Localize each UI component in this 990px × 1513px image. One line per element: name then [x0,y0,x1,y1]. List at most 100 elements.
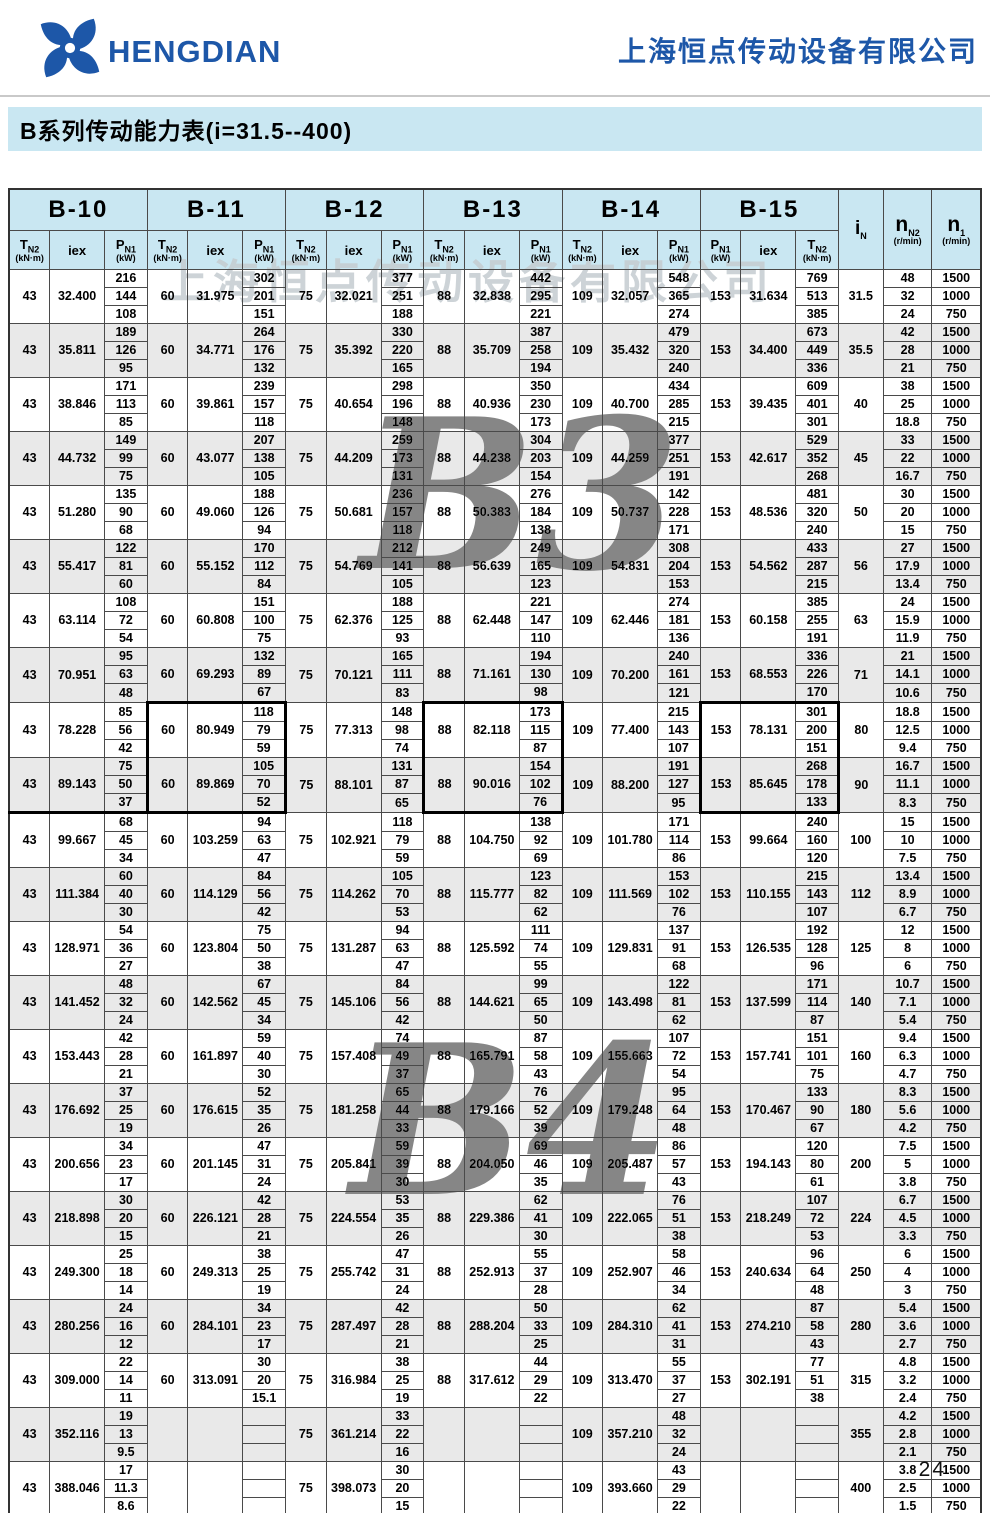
pn1-cell: 65 [518,993,563,1012]
pn1-cell: 37 [104,793,148,814]
nn2-cell: 22 [882,449,933,468]
pn1-cell: 308 [657,539,701,558]
pn1-cell [795,1443,839,1462]
tn2-cell: 43 [8,1191,51,1246]
pn1-cell: 123 [518,867,563,886]
pn1-cell: 34 [104,1137,148,1156]
pn1-cell: 72 [795,1209,839,1228]
pn1-cell: 170 [242,539,287,558]
iex-cell: 62.448 [463,593,520,648]
pn1-cell: 49 [380,1047,425,1066]
pn1-cell: 769 [795,269,839,288]
pn1-cell: 105 [242,757,288,776]
sub-header: iex [49,230,106,270]
pn1-cell: 52 [242,793,288,814]
iex-cell: 145.106 [325,975,382,1030]
pn1-cell: 11 [104,1389,148,1408]
iex-cell: 144.621 [463,975,520,1030]
in-cell: 180 [837,1083,884,1138]
pn1-cell: 48 [657,1119,701,1138]
iex-cell: 131.287 [325,921,382,976]
pn1-cell: 90 [104,503,148,522]
pn1-cell: 47 [380,1245,425,1264]
pn1-cell: 30 [104,1191,148,1210]
pn1-cell: 20 [380,1479,425,1498]
nn2-cell: 9.4 [882,739,933,758]
tn2-cell: 60 [146,377,189,432]
pn1-cell: 89 [242,665,287,684]
iex-cell: 89.869 [187,757,244,814]
pn1-cell: 173 [518,701,564,722]
page-title: B系列传动能力表(i=31.5--400) [20,118,353,144]
iex-cell: 55.152 [187,539,244,594]
iex-cell: 128.971 [49,921,106,976]
pn1-cell: 102 [657,885,701,904]
in-cell: 63 [837,593,884,648]
pn1-cell: 165 [518,557,563,576]
pn1-cell: 45 [242,993,287,1012]
iex-cell: 34.400 [740,323,797,378]
pn1-cell: 17 [104,1461,148,1480]
iex-cell: 99.667 [49,812,106,868]
iex-cell: 103.259 [187,812,244,868]
pn1-cell: 67 [795,1119,839,1138]
in-cell: 80 [837,702,884,758]
pn1-cell: 108 [104,305,148,324]
pn1-cell: 264 [242,323,287,342]
n1-cell: 750 [931,683,982,703]
nn2-cell: 2.4 [882,1389,933,1408]
pn1-cell: 30 [104,903,148,922]
pn1-cell [242,1407,287,1426]
n1-cell: 1500 [931,269,982,288]
pn1-cell: 38 [242,957,287,976]
tn2-cell: 109 [561,757,604,813]
iex-cell: 125.592 [463,921,520,976]
iex-cell: 165.791 [463,1029,520,1084]
iex-cell: 35.709 [463,323,520,378]
pn1-cell: 259 [380,431,425,450]
pn1-cell: 170 [795,683,839,703]
pn1-cell: 25 [518,1335,563,1354]
iex-cell: 31.975 [187,269,244,324]
pn1-cell: 141 [380,557,425,576]
iex-cell: 352.116 [49,1407,106,1462]
pn1-cell: 59 [380,1137,425,1156]
pn1-cell: 40 [242,1047,287,1066]
iex-cell: 123.804 [187,921,244,976]
nn2-cell: 12 [882,921,933,940]
n1-cell: 1500 [931,593,982,612]
tn2-cell [146,1461,189,1513]
pn1-cell: 17 [242,1335,287,1354]
tn2-cell: 43 [8,647,51,703]
pn1-cell: 171 [657,521,701,540]
pn1-cell: 123 [518,575,563,594]
pn1-cell [518,1461,563,1480]
iex-cell: 70.121 [325,647,382,703]
nn2-cell: 5.6 [882,1101,933,1120]
pn1-cell: 53 [380,903,425,922]
pn1-cell: 99 [518,975,563,994]
iex-cell: 54.831 [602,539,659,594]
pn1-cell: 62 [657,1011,701,1030]
nn2-cell: 4.2 [882,1407,933,1426]
pn1-cell: 16 [380,1443,425,1462]
tn2-cell: 153 [699,539,742,594]
pn1-cell: 221 [518,305,563,324]
sub-header: TN2 (kN·m) [561,230,604,270]
pn1-cell: 131 [380,757,425,776]
pn1-cell: 330 [380,323,425,342]
pn1-cell [242,1479,287,1498]
iex-cell: 181.258 [325,1083,382,1138]
pn1-cell: 70 [242,775,288,794]
tn2-cell: 153 [699,647,742,703]
pn1-cell: 33 [518,1317,563,1336]
n1-cell: 750 [931,1281,982,1300]
n1-cell: 750 [931,1335,982,1354]
pn1-cell: 144 [104,287,148,306]
pn1-cell: 221 [518,593,563,612]
tn2-cell: 75 [285,593,327,648]
pn1-cell: 212 [380,539,425,558]
n1-cell: 1500 [931,1245,982,1264]
pn1-cell: 87 [518,1029,563,1048]
